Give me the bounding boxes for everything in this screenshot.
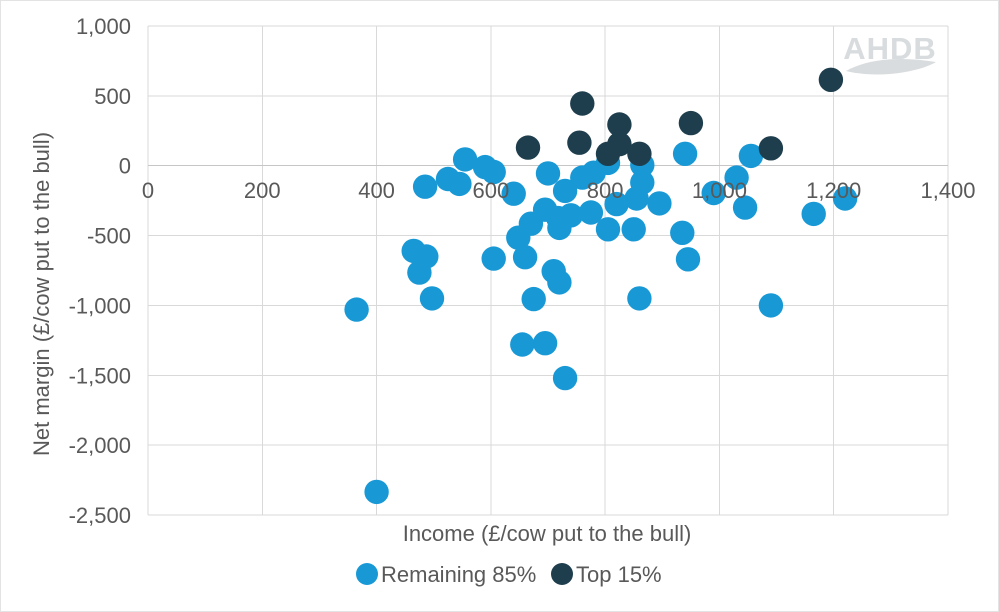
data-point-series-0 [552,365,578,391]
data-point-series-0 [501,181,526,206]
y-tick-label: 1,000 [76,14,131,39]
data-point-series-1 [758,136,784,161]
data-point-series-0 [621,217,646,242]
data-point-series-0 [481,159,506,185]
data-point-series-0 [364,479,389,505]
data-point-series-1 [567,130,592,155]
data-point-series-0 [732,195,758,220]
legend-label-top-15: Top 15% [576,562,662,587]
data-point-series-0 [701,180,726,206]
data-point-series-0 [724,165,749,190]
data-point-series-0 [595,217,621,242]
data-point-series-0 [547,215,572,241]
x-tick-label: 400 [358,178,395,203]
x-tick-label: 0 [142,178,154,203]
legend-label-remaining-85: Remaining 85% [381,562,536,587]
y-axis-title: Net margin (£/cow put to the bull) [29,132,54,456]
data-point-series-1 [607,112,632,137]
data-point-series-0 [675,247,701,272]
y-tick-label: -1,000 [69,293,131,318]
data-point-series-1 [570,91,595,116]
y-tick-label: -1,500 [69,363,131,388]
y-tick-label: 0 [119,154,131,179]
x-tick-label: 600 [472,178,509,203]
data-point-series-0 [412,174,438,199]
data-point-series-0 [670,220,695,245]
data-point-series-0 [344,297,369,322]
x-tick-label: 800 [587,178,624,203]
y-tick-label: -2,000 [69,433,131,458]
x-tick-label: 200 [244,178,281,203]
x-tick-label: 1,000 [692,178,747,203]
data-point-series-0 [578,200,604,225]
data-point-series-1 [515,135,541,160]
data-point-series-0 [758,293,784,318]
y-tick-label: 500 [94,84,131,109]
legend: Remaining 85% Top 15% [356,562,662,587]
x-tick-label: 1,400 [920,178,975,203]
data-point-series-0 [547,270,572,295]
data-point-series-0 [647,191,672,216]
ahdb-logo-swoosh [846,59,936,75]
data-point-series-1 [678,110,704,136]
data-point-series-1 [607,131,632,157]
data-point-series-1 [818,67,844,93]
data-point-series-0 [627,286,652,311]
data-point-series-0 [532,331,558,356]
axis-tick-labels: 0 200 400 600 800 1,000 1,200 1,400 1,000 500 0 -50… [69,14,976,528]
gridlines [147,25,949,516]
data-point-series-0 [738,143,764,169]
data-point-series-0 [604,191,629,217]
data-point-series-0 [832,186,858,211]
data-point-series-0 [552,178,578,204]
x-tick-label: 1,200 [806,178,861,203]
legend-marker-remaining-85 [356,563,378,585]
data-point-series-0 [512,245,538,270]
data-point-series-0 [672,141,698,166]
data-point-series-0 [452,147,478,172]
data-point-series-0 [407,260,432,285]
data-points [344,67,858,505]
legend-marker-top-15 [551,563,573,585]
ahdb-logo: AHDB [843,31,936,75]
data-point-series-0 [510,332,535,357]
data-point-series-0 [801,201,826,227]
y-tick-label: -500 [87,224,131,249]
data-point-series-0 [521,286,546,312]
data-point-series-0 [481,246,506,271]
y-tick-label: -2,500 [69,503,131,528]
x-axis-title: Income (£/cow put to the bull) [403,521,692,546]
data-point-series-1 [627,141,652,166]
data-point-series-0 [419,286,445,311]
data-point-series-0 [447,171,472,197]
data-point-series-0 [630,170,655,195]
data-point-series-0 [535,161,561,186]
